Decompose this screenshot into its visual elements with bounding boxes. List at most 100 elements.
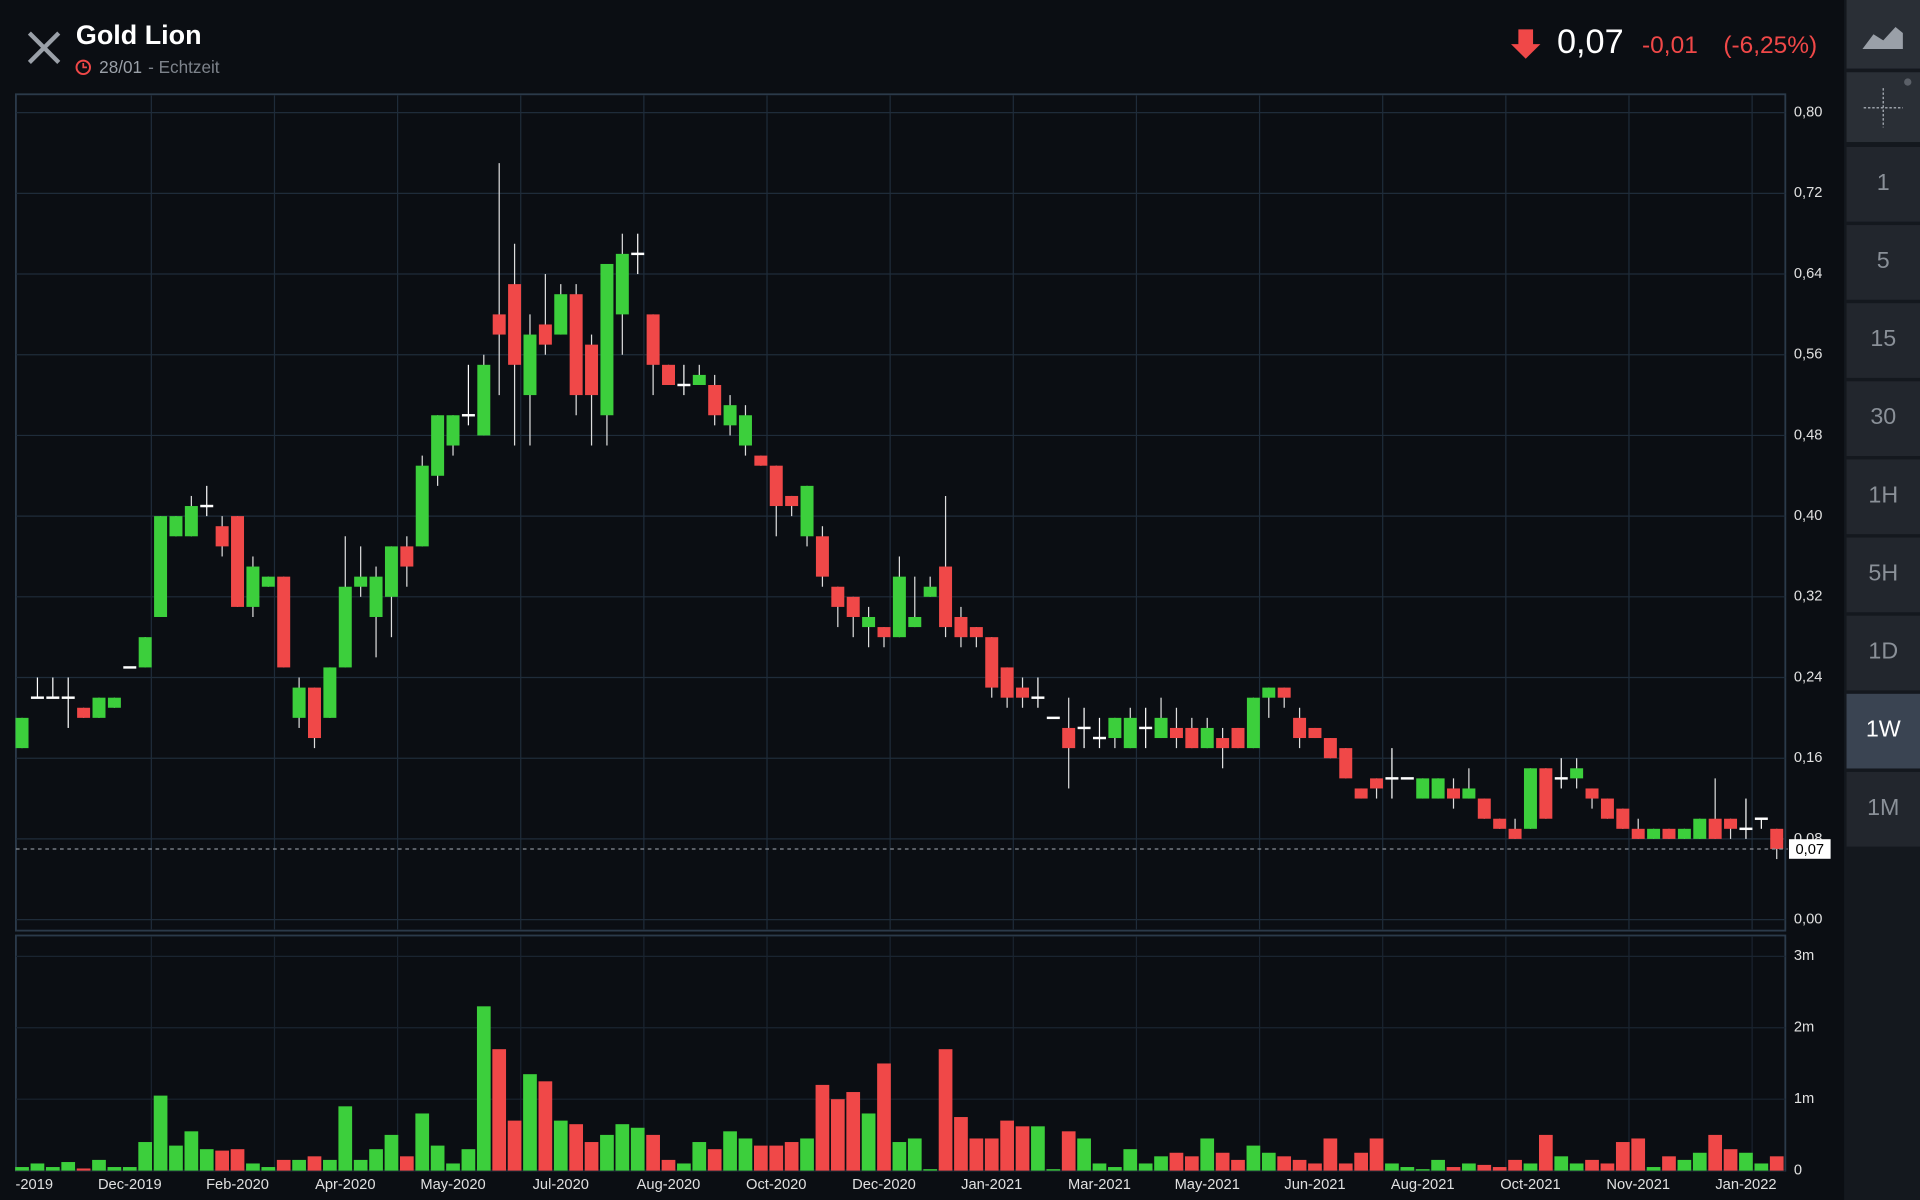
candle-body <box>1754 817 1768 820</box>
volume-bar <box>1231 1159 1245 1171</box>
candle-body <box>277 576 291 668</box>
volume-bar <box>1585 1159 1599 1171</box>
candle-body <box>738 415 752 446</box>
candle-body <box>1370 778 1384 789</box>
volume-bar <box>1277 1156 1292 1171</box>
interval-button[interactable] <box>1846 146 1920 222</box>
volume-bar <box>1569 1163 1584 1171</box>
interval-button[interactable] <box>1846 381 1920 456</box>
y-tick-label: 0,80 <box>1794 105 1823 121</box>
volume-bar <box>107 1167 122 1171</box>
volume-bar <box>984 1138 999 1171</box>
volume-bar <box>1200 1138 1215 1171</box>
interval-button[interactable] <box>1846 615 1920 691</box>
volume-bar <box>1031 1126 1045 1171</box>
interval-button[interactable] <box>1846 459 1920 535</box>
candle-body <box>769 465 783 507</box>
clock-hands <box>82 63 87 69</box>
y-tick-label: 0,16 <box>1794 750 1823 766</box>
volume-bar <box>1108 1167 1122 1171</box>
volume-bar <box>615 1124 630 1171</box>
indicator-dot <box>1904 78 1912 86</box>
x-tick-label: Dec-2020 <box>852 1177 916 1193</box>
volume-bar <box>677 1163 691 1171</box>
volume-bar <box>92 1159 106 1171</box>
volume-bar <box>1061 1131 1076 1171</box>
x-tick-label: Jan-2022 <box>1715 1177 1776 1193</box>
candle-body <box>846 596 860 617</box>
volume-bar <box>1169 1152 1184 1171</box>
volume-bar <box>45 1167 60 1171</box>
interval-button[interactable] <box>1846 303 1920 378</box>
volume-bar <box>1215 1152 1230 1171</box>
interval-label[interactable]: 1D <box>1868 638 1898 664</box>
candle-body <box>985 637 999 688</box>
candle-body <box>662 364 675 385</box>
candle-body <box>939 566 953 628</box>
crosshair-icon <box>1863 88 1903 128</box>
volume-bar <box>199 1149 214 1171</box>
interval-label[interactable]: 1 <box>1877 169 1890 195</box>
candle-body <box>1570 768 1584 779</box>
volume-bar <box>369 1149 383 1171</box>
interval-label[interactable]: 1W <box>1866 716 1901 742</box>
chart-type-icon <box>1862 26 1903 49</box>
volume-bar <box>307 1156 322 1171</box>
candle-body <box>1647 828 1661 839</box>
candle-body <box>1693 818 1707 839</box>
candle-body <box>1277 687 1291 698</box>
candle-body <box>908 616 922 628</box>
close-button[interactable] <box>27 31 61 64</box>
volume-bar <box>1184 1156 1199 1171</box>
interval-button[interactable] <box>1846 771 1920 847</box>
volume-bar <box>1123 1149 1138 1171</box>
volume-bar <box>1677 1159 1692 1171</box>
candle-body <box>477 364 491 436</box>
candle-body <box>1046 716 1060 720</box>
candle-body <box>30 696 44 699</box>
volume-bar <box>1431 1159 1445 1171</box>
interval-label[interactable]: 1M <box>1867 794 1899 820</box>
candle-body <box>923 586 937 597</box>
y-tick-label: 0,40 <box>1794 508 1823 524</box>
candle-body <box>1539 768 1553 819</box>
interval-button[interactable] <box>1846 693 1920 769</box>
interval-button[interactable] <box>1846 225 1920 300</box>
interval-label[interactable]: 5 <box>1877 247 1890 273</box>
interval-label[interactable]: 15 <box>1870 325 1896 351</box>
candle-body <box>785 495 799 507</box>
interval-button[interactable] <box>1846 537 1920 613</box>
candle-body <box>123 666 137 669</box>
interval-label[interactable]: 1H <box>1868 481 1898 507</box>
candle-body <box>708 384 722 416</box>
candle-body <box>184 506 198 537</box>
volume-bar <box>538 1081 553 1171</box>
volume-bar <box>215 1150 229 1171</box>
candle-body <box>1493 818 1507 829</box>
x-tick-label: Oct-2021 <box>1500 1177 1560 1193</box>
candle-body <box>862 616 876 628</box>
volume-bar <box>907 1138 922 1171</box>
volume-bar <box>1292 1159 1307 1171</box>
volume-bar <box>707 1149 722 1171</box>
candle-body <box>1293 717 1307 739</box>
status: - Echtzeit <box>148 57 220 77</box>
candle-body <box>877 627 891 638</box>
volume-bar <box>384 1134 399 1171</box>
interval-label[interactable]: 30 <box>1870 403 1896 429</box>
candle-body <box>1185 727 1199 749</box>
volume-bar <box>122 1167 137 1171</box>
volume-tick-label: 2m <box>1794 1020 1814 1036</box>
candle-body <box>1724 818 1738 829</box>
candle-body <box>954 616 968 638</box>
candle-body <box>1062 727 1076 749</box>
last-price-label: 0,07 <box>1795 842 1824 858</box>
candle-body <box>538 324 552 345</box>
volume-bar <box>754 1145 768 1171</box>
x-tick-label: Nov-2021 <box>1606 1177 1670 1193</box>
volume-bar <box>938 1049 953 1171</box>
volume-bar <box>1354 1152 1369 1171</box>
interval-label[interactable]: 5H <box>1868 559 1898 585</box>
